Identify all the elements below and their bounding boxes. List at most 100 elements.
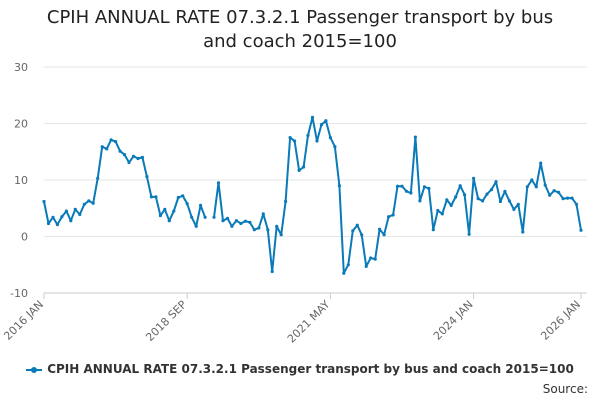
data-point[interactable]	[552, 189, 556, 193]
data-point[interactable]	[306, 133, 310, 137]
data-point[interactable]	[275, 224, 279, 228]
data-point[interactable]	[154, 195, 158, 199]
data-point[interactable]	[387, 215, 391, 219]
data-point[interactable]	[346, 263, 350, 267]
data-point[interactable]	[96, 176, 100, 180]
data-point[interactable]	[409, 191, 413, 195]
data-point[interactable]	[212, 215, 216, 219]
data-point[interactable]	[51, 215, 55, 219]
data-point[interactable]	[458, 184, 462, 188]
data-point[interactable]	[579, 228, 583, 232]
data-point[interactable]	[190, 215, 194, 219]
data-point[interactable]	[445, 198, 449, 202]
data-point[interactable]	[337, 184, 341, 188]
data-point[interactable]	[494, 180, 498, 184]
data-point[interactable]	[561, 197, 565, 201]
data-point[interactable]	[315, 139, 319, 143]
data-point[interactable]	[449, 203, 453, 207]
data-point[interactable]	[489, 188, 494, 192]
data-point[interactable]	[221, 219, 225, 223]
data-point[interactable]	[498, 199, 502, 204]
data-point[interactable]	[382, 233, 386, 237]
data-point[interactable]	[543, 183, 547, 187]
data-point[interactable]	[360, 233, 364, 237]
data-point[interactable]	[73, 207, 77, 211]
data-point[interactable]	[158, 214, 162, 218]
data-point[interactable]	[516, 202, 520, 206]
data-point[interactable]	[463, 193, 467, 197]
data-point[interactable]	[55, 223, 60, 227]
data-point[interactable]	[257, 226, 261, 230]
data-point[interactable]	[136, 156, 140, 161]
data-point[interactable]	[266, 228, 270, 232]
data-point[interactable]	[194, 224, 198, 228]
data-point[interactable]	[60, 215, 64, 219]
data-point[interactable]	[521, 230, 525, 234]
data-point[interactable]	[145, 175, 149, 179]
data-point[interactable]	[176, 195, 180, 200]
data-point[interactable]	[570, 196, 574, 200]
data-point[interactable]	[324, 119, 328, 123]
data-point[interactable]	[472, 176, 476, 180]
data-point[interactable]	[525, 185, 529, 189]
data-point[interactable]	[127, 160, 131, 165]
data-point[interactable]	[185, 202, 189, 206]
data-point[interactable]	[293, 139, 297, 143]
data-point[interactable]	[46, 221, 51, 226]
data-point[interactable]	[69, 219, 73, 223]
data-point[interactable]	[454, 195, 458, 199]
data-point[interactable]	[364, 264, 368, 268]
data-point[interactable]	[507, 199, 511, 203]
data-point[interactable]	[42, 199, 46, 204]
data-point[interactable]	[105, 147, 109, 151]
data-point[interactable]	[400, 184, 404, 188]
data-point[interactable]	[243, 219, 247, 223]
data-point[interactable]	[199, 203, 203, 207]
data-point[interactable]	[82, 202, 86, 206]
data-point[interactable]	[351, 229, 355, 233]
data-point[interactable]	[181, 194, 185, 198]
data-point[interactable]	[284, 199, 288, 204]
data-point[interactable]	[467, 232, 471, 236]
data-point[interactable]	[288, 136, 292, 140]
data-point[interactable]	[248, 220, 252, 224]
data-point[interactable]	[395, 184, 400, 188]
data-point[interactable]	[252, 228, 256, 232]
data-point[interactable]	[530, 178, 534, 182]
data-point[interactable]	[279, 233, 283, 237]
data-point[interactable]	[302, 165, 306, 169]
data-point[interactable]	[378, 227, 382, 231]
data-point[interactable]	[310, 115, 315, 119]
data-point[interactable]	[427, 186, 431, 191]
data-point[interactable]	[574, 202, 579, 206]
data-point[interactable]	[239, 221, 243, 226]
data-point[interactable]	[485, 192, 489, 196]
data-point[interactable]	[413, 135, 417, 139]
data-point[interactable]	[436, 208, 440, 213]
data-point[interactable]	[118, 149, 122, 153]
data-point[interactable]	[140, 155, 144, 159]
data-point[interactable]	[333, 145, 337, 149]
data-point[interactable]	[418, 199, 422, 203]
data-point[interactable]	[548, 193, 552, 197]
legend[interactable]: CPIH ANNUAL RATE 07.3.2.1 Passenger tran…	[0, 362, 600, 376]
data-point[interactable]	[476, 197, 480, 201]
data-point[interactable]	[122, 153, 127, 157]
data-point[interactable]	[149, 195, 153, 199]
data-point[interactable]	[225, 216, 230, 220]
data-point[interactable]	[557, 190, 561, 194]
data-point[interactable]	[342, 271, 346, 275]
data-point[interactable]	[512, 207, 516, 211]
data-point[interactable]	[203, 215, 207, 219]
data-point[interactable]	[481, 199, 485, 203]
data-point[interactable]	[78, 212, 82, 217]
data-point[interactable]	[91, 201, 95, 205]
data-point[interactable]	[539, 161, 543, 165]
data-point[interactable]	[87, 199, 91, 203]
data-point[interactable]	[422, 185, 426, 189]
data-point[interactable]	[369, 256, 373, 260]
data-point[interactable]	[230, 224, 234, 228]
data-point[interactable]	[163, 207, 167, 211]
data-point[interactable]	[216, 181, 221, 185]
data-point[interactable]	[270, 269, 274, 274]
